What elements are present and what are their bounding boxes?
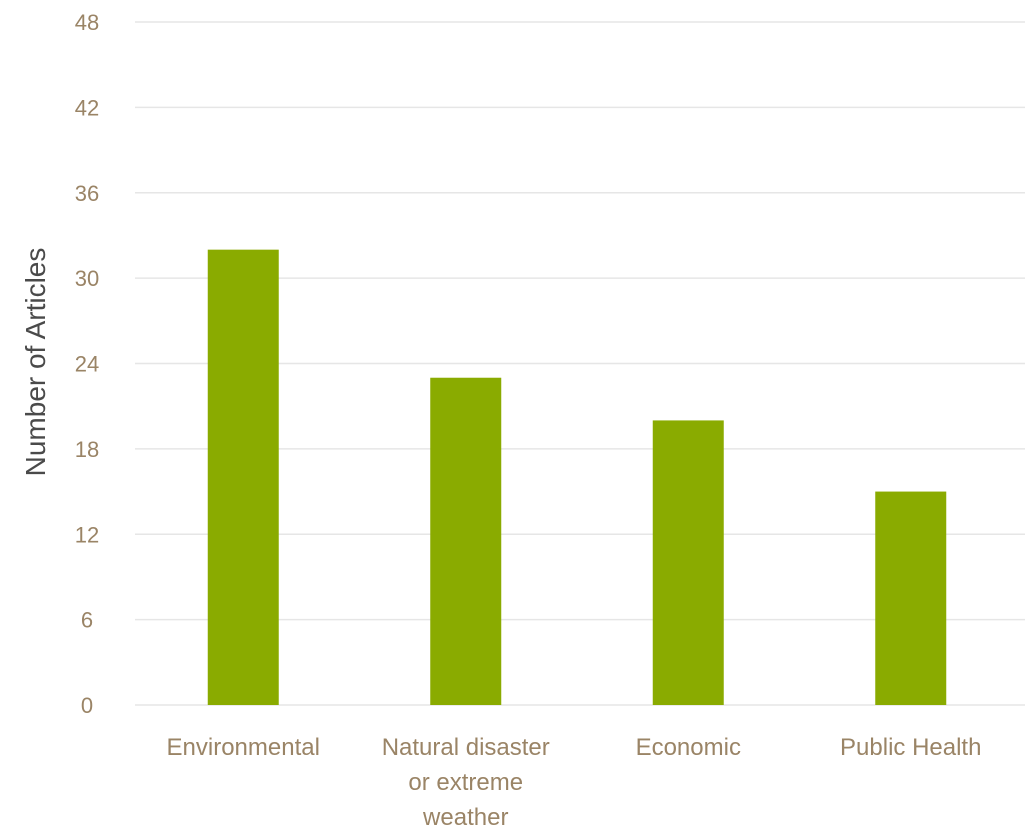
bar [652,420,724,705]
x-category-label: Environmental [167,734,320,761]
y-tick-label: 0 [81,693,93,718]
bars [207,249,947,705]
x-category-label: Natural disaster or extreme weather [382,734,550,831]
x-axis-labels: Environmental Natural disaster or extreme w… [167,734,982,831]
x-category-label: Economic [636,734,741,761]
bar [430,377,502,705]
y-tick-label: 24 [75,352,99,377]
y-tick-label: 48 [75,10,99,35]
y-tick-label: 6 [81,608,93,633]
y-axis-ticks: 0 6 12 18 24 30 36 42 48 [75,10,99,718]
y-tick-label: 30 [75,266,99,291]
y-tick-label: 12 [75,522,99,547]
y-axis-title: Number of Articles [20,248,51,477]
gridlines [135,21,1025,706]
bar [875,491,947,705]
bar [207,249,279,705]
x-category-label: Public Health [840,734,981,761]
y-tick-label: 36 [75,181,99,206]
y-tick-label: 18 [75,437,99,462]
y-tick-label: 42 [75,95,99,120]
